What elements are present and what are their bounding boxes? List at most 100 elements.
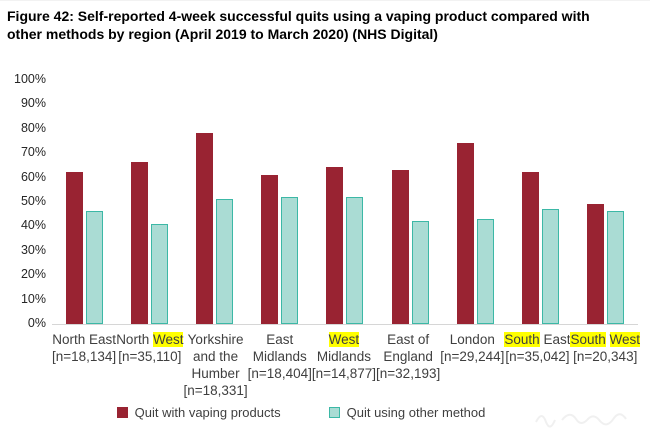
bar-other-method-south-east (541, 208, 559, 324)
legend-label: Quit using other method (346, 405, 486, 420)
label-text: East (539, 332, 571, 347)
label-text: Midlands (252, 349, 307, 364)
x-label-line: Humber (183, 365, 247, 382)
y-tick-label: 20% (20, 267, 46, 282)
bar-group-east-of-england (378, 79, 443, 324)
label-text: Humber (191, 366, 240, 381)
plot-area (52, 79, 638, 325)
y-tick-label: 30% (20, 242, 46, 257)
x-label-line: Midlands (248, 348, 312, 365)
y-axis: 100% 90% 80% 70% 60% 50% 40% 30% 20% 10% 0% (0, 72, 46, 330)
y-tick-label: 60% (20, 169, 46, 184)
bar-other-method-north-west (151, 223, 169, 324)
bar-group-south-west (573, 79, 638, 324)
bar-other-method-london (476, 218, 494, 324)
highlighted-text: West (609, 332, 641, 347)
x-label-line: England (376, 348, 440, 365)
sample-size-label: [n=14,877] (311, 366, 377, 381)
x-label-line: North East (52, 331, 116, 348)
y-tick-label: 0% (27, 316, 46, 330)
bar-other-method-yorkshire-and-the-humber (216, 199, 234, 324)
label-text (606, 332, 610, 347)
sample-size-label: [n=29,244] (440, 349, 505, 364)
y-tick-label: 100% (14, 72, 46, 86)
bar-vaping-london (456, 142, 474, 324)
y-tick-label: 40% (20, 218, 46, 233)
bar-group-west-midlands (312, 79, 377, 324)
label-text: and the (193, 349, 239, 364)
bar-other-method-west-midlands (346, 196, 364, 324)
x-label-line: South West (570, 331, 641, 348)
label-text: East of (387, 332, 430, 347)
x-label-west-midlands: West Midlands [n=14,877] (312, 331, 376, 399)
bar-vaping-north-west (131, 162, 149, 324)
watermark (535, 413, 627, 428)
x-label-south-west: South West [n=20,343] (570, 331, 641, 399)
x-label-line: North West (116, 331, 184, 348)
x-label-line: West (312, 331, 376, 348)
sample-size-label: [n=18,331] (183, 383, 248, 398)
y-tick-label: 10% (20, 291, 46, 306)
x-label-line: London (440, 331, 504, 348)
x-label-london: London [n=29,244] (440, 331, 504, 399)
highlighted-text: West (152, 332, 184, 347)
y-tick-label: 80% (20, 120, 46, 135)
legend: Quit with vaping products Quit using othe… (0, 405, 626, 420)
label-text: North East (52, 332, 116, 347)
y-tick-label: 70% (20, 145, 46, 160)
y-tick-label: 90% (20, 96, 46, 111)
legend-item-other-method: Quit using other method (328, 405, 486, 420)
sample-size-label: [n=32,193] (376, 366, 441, 381)
label-text: North (116, 332, 153, 347)
x-label-north-west: North West [n=35,110] (116, 331, 184, 399)
legend-marker-other-method (328, 407, 340, 418)
bar-vaping-east-of-england (391, 169, 409, 324)
y-tick-label: 50% (20, 194, 46, 208)
x-label-line: South East (504, 331, 570, 348)
x-label-north-east: North East [n=18,134] (52, 331, 116, 399)
bar-vaping-east-midlands (261, 174, 279, 324)
x-label-line: East (248, 331, 312, 348)
bar-other-method-east-of-england (411, 221, 429, 324)
bar-group-north-east (52, 79, 117, 324)
bar-group-south-east (508, 79, 573, 324)
bar-other-method-north-east (86, 211, 104, 324)
x-label-line: East of (376, 331, 440, 348)
x-label-east-midlands: East Midlands [n=18,404] (248, 331, 312, 399)
bar-group-london (443, 79, 508, 324)
sample-size-label: [n=35,042] (505, 349, 570, 364)
bar-group-north-west (117, 79, 182, 324)
chart-title: Figure 42: Self-reported 4-week successf… (7, 8, 590, 43)
label-text: East (266, 332, 294, 347)
highlighted-text: West (328, 332, 360, 347)
legend-marker-vaping (116, 407, 128, 418)
x-label-line: Yorkshire (183, 331, 247, 348)
label-text: Midlands (316, 349, 371, 364)
label-text: London (449, 332, 495, 347)
bar-vaping-south-west (586, 203, 604, 324)
x-label-south-east: South East [n=35,042] (504, 331, 570, 399)
x-label-line: and the (183, 348, 247, 365)
legend-item-vaping: Quit with vaping products (116, 405, 281, 420)
label-text: England (383, 349, 433, 364)
sample-size-label: [n=18,134] (52, 349, 117, 364)
label-text: Yorkshire (187, 332, 244, 347)
x-label-yorkshire-and-the-humber: Yorkshire and the Humber [n=18,331] (183, 331, 247, 399)
x-axis-labels: North East [n=18,134] North West [n=35,110]… (52, 331, 641, 399)
sample-size-label: [n=18,404] (247, 366, 312, 381)
highlighted-text: South (570, 332, 606, 347)
legend-label: Quit with vaping products (134, 405, 281, 420)
bar-group-yorkshire-and-the-humber (182, 79, 247, 324)
bar-other-method-south-west (606, 211, 624, 324)
bar-vaping-west-midlands (326, 167, 344, 324)
bar-other-method-east-midlands (281, 196, 299, 324)
sample-size-label: [n=35,110] (118, 349, 182, 364)
x-label-east-of-england: East of England [n=32,193] (376, 331, 440, 399)
sample-size-label: [n=20,343] (573, 349, 638, 364)
bar-group-east-midlands (247, 79, 312, 324)
highlighted-text: South (504, 332, 540, 347)
x-label-line: Midlands (312, 348, 376, 365)
bar-vaping-south-east (521, 172, 539, 324)
bar-vaping-north-east (66, 172, 84, 324)
